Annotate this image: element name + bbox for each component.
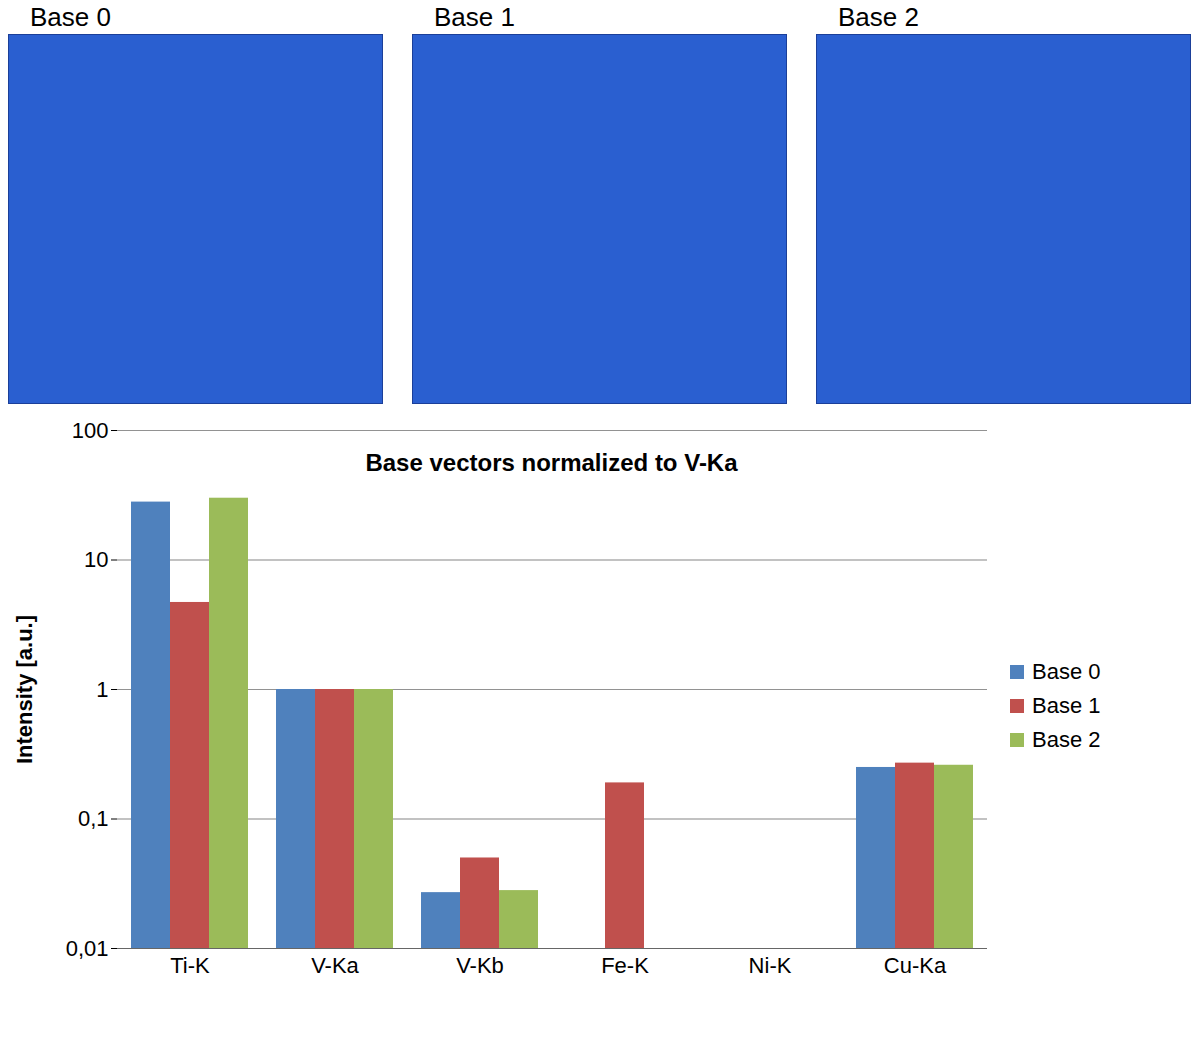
svg-text:0,01: 0,01 xyxy=(66,936,109,961)
svg-text:Cu-Ka: Cu-Ka xyxy=(884,953,947,978)
svg-text:Fe-K: Fe-K xyxy=(601,953,649,978)
svg-text:100: 100 xyxy=(72,418,109,443)
html-text:Base 2: Base 2 xyxy=(1032,727,1101,752)
svg-text:Ti-K: Ti-K xyxy=(170,953,210,978)
html-text:Base 1: Base 1 xyxy=(1032,693,1101,718)
svg-text:0,1: 0,1 xyxy=(78,806,109,831)
html-text:Base 0: Base 0 xyxy=(1032,659,1101,684)
html-text:Base 0: Base 0 xyxy=(30,2,111,32)
svg-text:10: 10 xyxy=(84,547,108,572)
svg-text:V-Kb: V-Kb xyxy=(456,953,504,978)
svg-text:1: 1 xyxy=(96,677,108,702)
svg-text:Intensity [a.u.]: Intensity [a.u.] xyxy=(12,615,37,764)
html-text:Base vectors normalized to V-K: Base vectors normalized to V-Ka xyxy=(365,449,738,476)
svg-text:V-Ka: V-Ka xyxy=(311,953,359,978)
html-text:Base 1: Base 1 xyxy=(434,2,515,32)
html-text:Base 2: Base 2 xyxy=(838,2,919,32)
svg-text:Ni-K: Ni-K xyxy=(749,953,792,978)
